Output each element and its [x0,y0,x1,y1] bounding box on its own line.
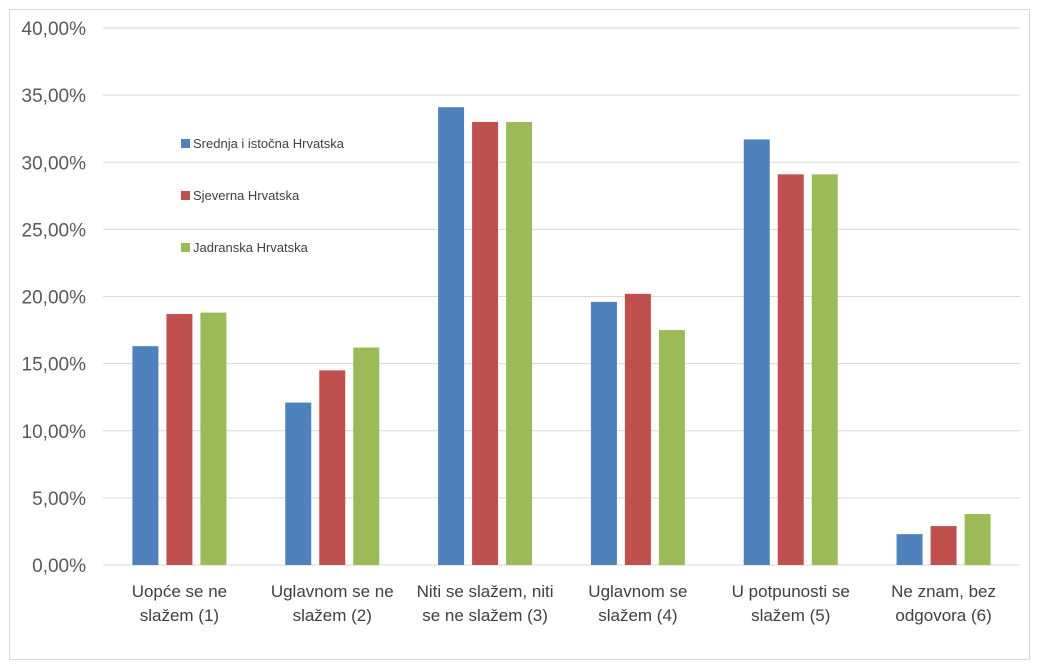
x-category-label: se ne slažem (3) [422,606,548,625]
x-axis-categories: Uopće se ne slažem (1) Uglavnom se ne slaže… [132,582,996,625]
y-tick-label: 0,00% [32,556,86,577]
bar-1-1 [132,346,159,565]
x-category-label: odgovora (6) [895,606,991,625]
y-tick-label: 40,00% [22,19,87,40]
bar-3-6 [964,513,991,565]
x-category-label: Niti se slažem, niti [417,582,554,601]
bar-3-3 [506,121,533,565]
bar-3-4 [658,330,685,565]
x-category-label: Uglavnom se [588,582,687,601]
x-category-label: slažem (2) [293,606,372,625]
bar-2-1 [166,313,193,565]
x-category-label: U potpunosti se [732,582,850,601]
y-tick-label: 20,00% [22,288,87,309]
x-category-label: slažem (1) [140,606,219,625]
y-tick-label: 35,00% [22,86,87,107]
bars [132,107,991,566]
legend-label: Srednja i istočna Hrvatska [193,136,345,151]
x-category-label: slažem (5) [751,606,830,625]
y-tick-label: 5,00% [32,489,86,510]
bar-1-6 [896,534,923,565]
gridlines [103,27,1020,566]
x-category-label: Uglavnom se ne [271,582,394,601]
y-tick-label: 15,00% [22,355,87,376]
bar-2-4 [624,293,651,565]
legend-swatch [181,139,190,148]
bar-1-5 [743,139,770,566]
bar-2-5 [777,174,804,565]
x-category-label: Uopće se ne [132,582,227,601]
y-axis-ticks: 0,00% 5,00% 10,00% 15,00% 20,00% 25,00% 30,00%… [22,19,87,577]
bar-2-2 [319,370,346,565]
y-tick-label: 25,00% [22,220,87,241]
bar-2-6 [930,526,957,565]
legend-swatch [181,243,190,252]
x-category-label: Ne znam, bez [891,582,996,601]
bar-3-1 [200,312,227,565]
x-category-label: slažem (4) [598,606,677,625]
bar-1-2 [285,402,312,565]
legend-label: Sjeverna Hrvatska [193,188,300,203]
legend: Srednja i istočna Hrvatska Sjeverna Hrvat… [181,136,345,255]
legend-label: Jadranska Hrvatska [193,240,309,255]
chart-frame [9,9,1030,660]
legend-swatch [181,191,190,200]
bar-1-4 [590,301,617,565]
bar-3-2 [353,347,380,565]
y-tick-label: 30,00% [22,153,87,174]
bar-1-3 [438,107,465,566]
bar-2-3 [472,121,499,565]
y-tick-label: 10,00% [22,422,87,443]
bar-3-5 [811,174,838,565]
